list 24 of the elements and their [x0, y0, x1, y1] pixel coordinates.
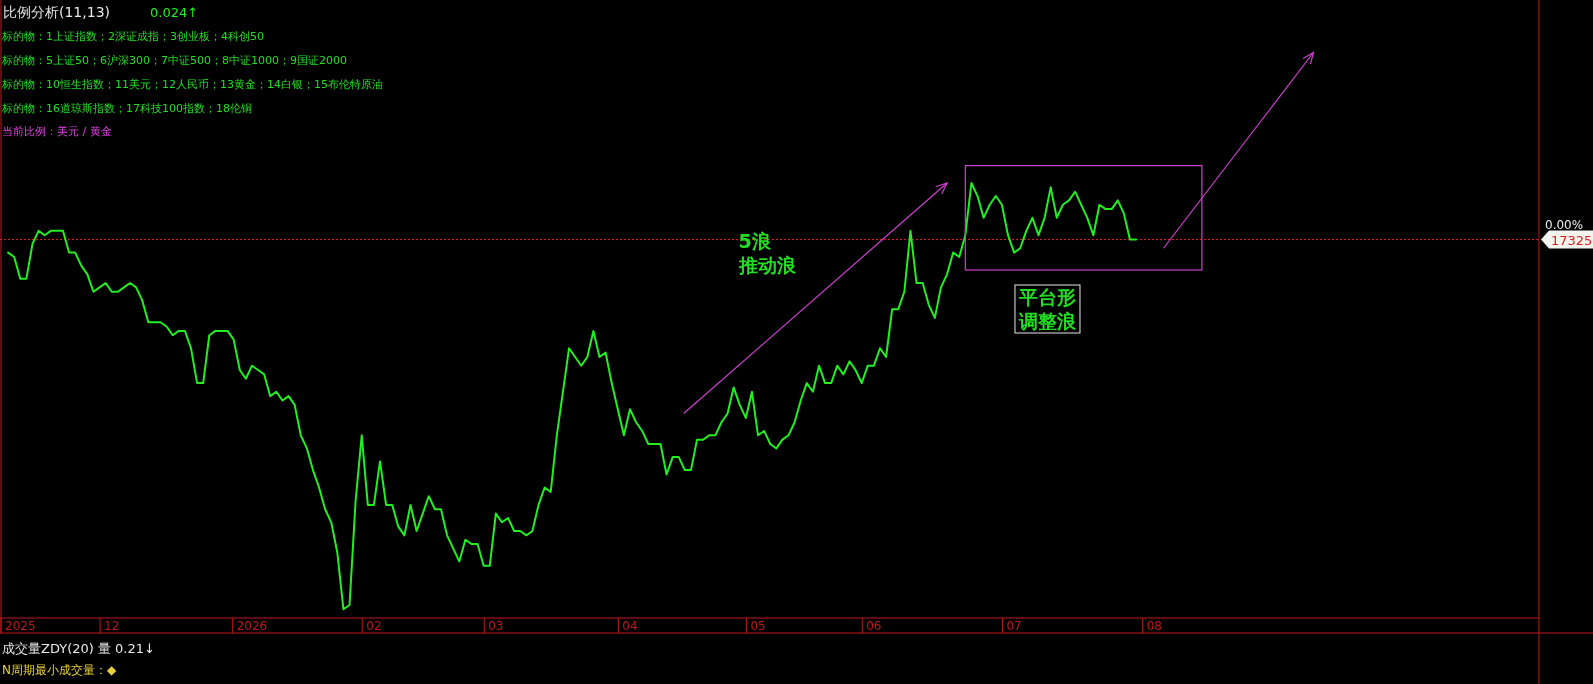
x-tick-label: 04 [622, 619, 638, 633]
chart-title: 比例分析(11,13) [3, 4, 111, 20]
x-tick-label: 02 [366, 619, 382, 633]
x-tick-label: 05 [750, 619, 766, 633]
text: 标的物：10恒生指数；11美元；12人民币；13黄金；14白银；15布伦特原油 [1, 78, 383, 91]
text: N周期最小成交量：◆ [2, 663, 117, 677]
x-tick-label: 08 [1146, 619, 1162, 633]
annotation: 5浪 [738, 230, 772, 252]
text: 当前比例：美元 / 黄金 [2, 125, 112, 138]
text: 标的物：16道琼斯指数；17科技100指数；18伦铜 [1, 102, 252, 115]
text: 标的物：1上证指数；2深证成指；3创业板；4科创50 [1, 30, 264, 43]
annotation: 平台形 [1017, 286, 1076, 308]
chart-subtitle: 0.024↑ [150, 5, 199, 20]
annotation: 调整浪 [1017, 310, 1077, 332]
text: 成交量ZDY(20) 量 0.21↓ [2, 641, 155, 656]
x-tick-label: 12 [104, 619, 120, 633]
x-tick-label: 03 [488, 619, 504, 633]
x-tick-label: 06 [866, 619, 882, 633]
annotation: 推动浪 [737, 254, 797, 276]
x-tick-label: 07 [1006, 619, 1022, 633]
x-tick-label: 2025 [5, 619, 36, 633]
x-tick-label: 2026 [236, 619, 268, 633]
text: 0.00% [1545, 217, 1584, 232]
text: 标的物：5上证50；6沪深300；7中证500；8中证1000；9国证2000 [1, 54, 347, 67]
